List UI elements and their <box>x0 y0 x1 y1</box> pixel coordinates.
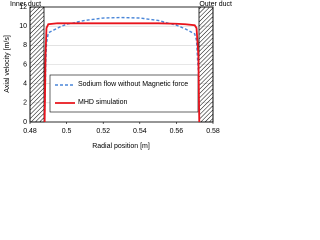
y-tick-label: 6 <box>23 61 27 68</box>
page: {"chart_data":{"type":"line", "xlabel":"… <box>0 0 237 154</box>
y-tick-label: 0 <box>23 119 27 126</box>
y-tick-label: 12 <box>19 4 27 11</box>
x-tick-label: 0.48 <box>23 128 37 135</box>
x-axis-label: Radial position [m] <box>92 143 150 150</box>
chart: Inner duct Outer duct Radial position [m… <box>4 1 232 150</box>
series-line <box>43 16 200 123</box>
x-tick-label: 0.54 <box>133 128 147 135</box>
annotation: Inner duct <box>10 1 41 8</box>
x-tick-label: 0.5 <box>62 128 72 135</box>
y-axis-label: Axial velocity [m/s] <box>4 35 11 93</box>
legend-label: Sodium flow without Magnetic force <box>78 81 189 88</box>
x-tick-label: 0.58 <box>206 128 220 135</box>
annotation: Outer duct <box>199 1 232 8</box>
legend-box <box>49 74 199 113</box>
y-tick-label: 2 <box>23 100 27 107</box>
x-tick-label: 0.52 <box>96 128 110 135</box>
outer-duct-wall <box>198 6 214 123</box>
y-tick-label: 8 <box>23 42 27 49</box>
y-tick-label: 10 <box>19 23 27 30</box>
inner-duct-wall <box>29 6 45 123</box>
legend-label: MHD simulation <box>78 99 128 106</box>
x-tick-label: 0.56 <box>170 128 184 135</box>
series-line <box>43 22 201 123</box>
y-tick-label: 4 <box>23 81 27 88</box>
plot-frame <box>29 6 214 123</box>
